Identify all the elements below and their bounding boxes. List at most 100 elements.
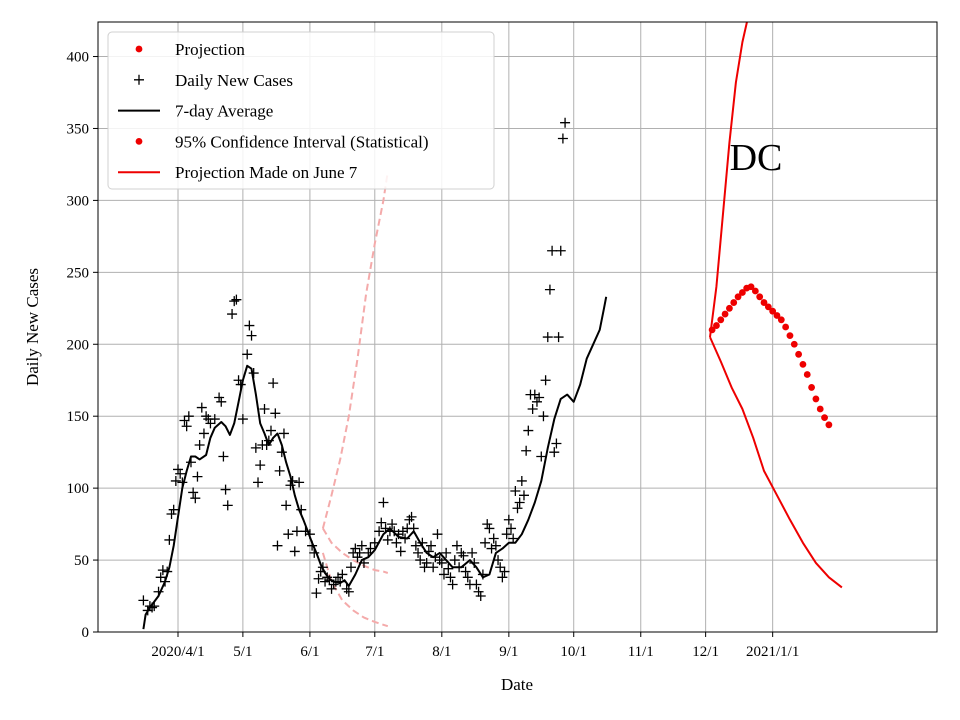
- data-point-marker: [194, 439, 205, 450]
- data-point-marker: [356, 540, 367, 551]
- projection-point: [799, 361, 807, 368]
- legend-plus-marker: [134, 74, 144, 85]
- data-point-marker: [183, 411, 194, 422]
- y-tick-label: 400: [67, 50, 90, 66]
- data-point-marker: [309, 547, 320, 558]
- x-tick-label: 9/1: [499, 644, 518, 660]
- data-point-marker: [480, 537, 491, 548]
- projection-point: [747, 283, 755, 291]
- data-point-marker: [350, 543, 361, 554]
- data-point-marker: [281, 500, 292, 511]
- data-point-marker: [495, 562, 506, 573]
- series-line: [322, 527, 389, 574]
- data-point-marker: [335, 576, 346, 587]
- data-point-marker: [410, 540, 421, 551]
- data-point-marker: [149, 601, 160, 612]
- data-point-marker: [155, 572, 166, 583]
- data-point-marker: [376, 517, 387, 528]
- data-point-marker: [536, 451, 547, 462]
- data-point-marker: [510, 486, 521, 497]
- data-point-marker: [218, 451, 229, 462]
- data-point-marker: [352, 552, 363, 563]
- data-point-marker: [214, 392, 225, 403]
- data-point-marker: [423, 546, 434, 557]
- data-point-marker: [551, 438, 562, 449]
- x-tick-label: 12/1: [692, 644, 719, 660]
- data-point-marker: [272, 540, 283, 551]
- data-point-marker: [185, 457, 196, 468]
- data-point-marker: [354, 547, 365, 558]
- data-point-marker: [477, 569, 488, 580]
- data-point-marker: [415, 555, 426, 566]
- data-point-marker: [369, 537, 380, 548]
- data-point-marker: [547, 245, 558, 256]
- projection-point: [734, 293, 742, 301]
- data-point-marker: [382, 534, 393, 545]
- data-point-marker: [222, 500, 233, 511]
- x-tick-label: 6/1: [300, 644, 319, 660]
- data-point-marker: [285, 480, 296, 491]
- data-point-marker: [216, 396, 227, 407]
- data-point-marker: [196, 402, 207, 413]
- legend-label: 7-day Average: [175, 102, 273, 121]
- data-point-marker: [198, 428, 209, 439]
- legend-label: Daily New Cases: [175, 71, 293, 90]
- data-point-marker: [441, 547, 452, 558]
- data-point-marker: [175, 468, 186, 479]
- data-point-marker: [190, 493, 201, 504]
- projection-point: [816, 405, 824, 413]
- projection-point: [803, 371, 811, 378]
- data-point-marker: [540, 375, 551, 386]
- series-line: [709, 336, 843, 589]
- legend-label: Projection Made on June 7: [175, 163, 358, 182]
- projection-point: [808, 384, 815, 391]
- data-point-marker: [157, 565, 168, 576]
- data-point-marker: [343, 586, 354, 597]
- data-point-marker: [534, 392, 545, 403]
- projection-point: [760, 299, 768, 306]
- data-point-marker: [320, 576, 331, 587]
- series-layer: [138, 22, 843, 630]
- data-point-marker: [255, 460, 266, 471]
- data-point-marker: [162, 566, 173, 577]
- projection-point: [773, 312, 781, 319]
- data-point-marker: [294, 477, 305, 488]
- data-point-marker: [296, 504, 307, 515]
- data-point-marker: [313, 573, 324, 584]
- data-point-marker: [170, 475, 181, 486]
- plot-frame: [97, 21, 938, 633]
- data-point-marker: [475, 591, 486, 602]
- data-point-marker: [337, 569, 348, 580]
- data-point-marker: [521, 445, 532, 456]
- data-point-marker: [278, 428, 289, 439]
- data-point-marker: [147, 602, 158, 613]
- data-point-marker: [488, 533, 499, 544]
- data-point-marker: [160, 576, 171, 587]
- data-point-marker: [419, 562, 430, 573]
- data-point-marker: [549, 447, 560, 458]
- data-point-marker: [426, 540, 437, 551]
- y-axis-label: Daily New Cases: [23, 268, 42, 386]
- x-tick-label: 5/1: [233, 644, 252, 660]
- data-point-marker: [229, 296, 240, 307]
- data-point-marker: [449, 555, 460, 566]
- data-point-marker: [274, 465, 285, 476]
- data-point-marker: [508, 533, 519, 544]
- data-point-marker: [181, 421, 192, 432]
- data-point-marker: [153, 586, 164, 597]
- data-point-marker: [503, 514, 514, 525]
- projection-point: [713, 322, 720, 329]
- data-point-marker: [363, 547, 374, 558]
- data-point-marker: [177, 477, 188, 488]
- x-tick-label: 10/1: [560, 644, 587, 660]
- data-point-marker: [263, 435, 274, 446]
- data-point-marker: [417, 537, 428, 548]
- data-point-marker: [501, 529, 512, 540]
- data-point-marker: [454, 562, 465, 573]
- data-point-marker: [512, 503, 523, 514]
- y-tick-label: 100: [67, 481, 90, 497]
- data-point-marker: [326, 583, 337, 594]
- series-line: [321, 171, 389, 529]
- data-point-marker: [408, 523, 419, 534]
